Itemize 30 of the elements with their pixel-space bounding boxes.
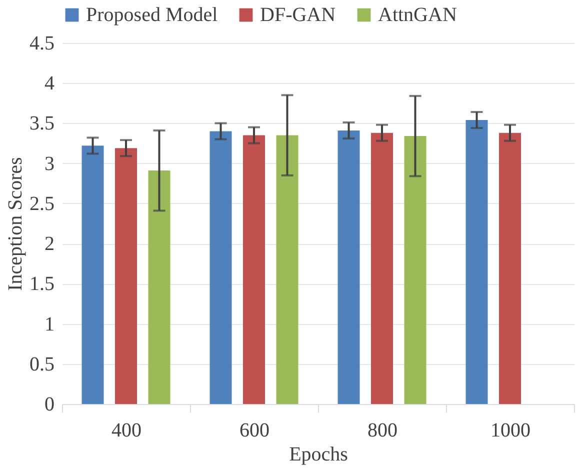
y-tick-label: 2.5: [30, 192, 54, 215]
y-tick-label: 0.5: [30, 353, 54, 376]
bar: [404, 136, 426, 404]
bar: [371, 132, 393, 404]
bar: [148, 170, 170, 404]
y-axis-title: Inception Scores: [4, 156, 26, 291]
y-tick-label: 0: [44, 394, 54, 416]
y-tick-label: 3.5: [30, 112, 54, 135]
bar: [276, 135, 298, 404]
bar: [243, 135, 265, 404]
y-tick-label: 2: [44, 233, 54, 256]
x-tick-label: 600: [240, 420, 270, 442]
y-tick-label: 1.5: [30, 273, 54, 296]
x-tick-label: 400: [112, 420, 142, 442]
bar: [82, 146, 104, 404]
bar: [115, 148, 137, 404]
bar: [210, 131, 232, 404]
y-tick-label: 4: [44, 72, 54, 95]
x-axis-title: Epochs: [289, 444, 348, 466]
bar: [499, 132, 521, 404]
x-tick-label: 1000: [490, 420, 530, 442]
legend-label: AttnGAN: [378, 4, 457, 26]
y-tick-label: 3: [44, 152, 54, 175]
x-tick-label: 800: [368, 420, 398, 442]
bar: [466, 120, 488, 404]
legend-label: Proposed Model: [86, 4, 218, 26]
legend-label: DF-GAN: [260, 4, 336, 26]
y-tick-label: 4.5: [30, 32, 54, 54]
y-tick-label: 1: [44, 313, 54, 336]
bar: [338, 130, 360, 404]
